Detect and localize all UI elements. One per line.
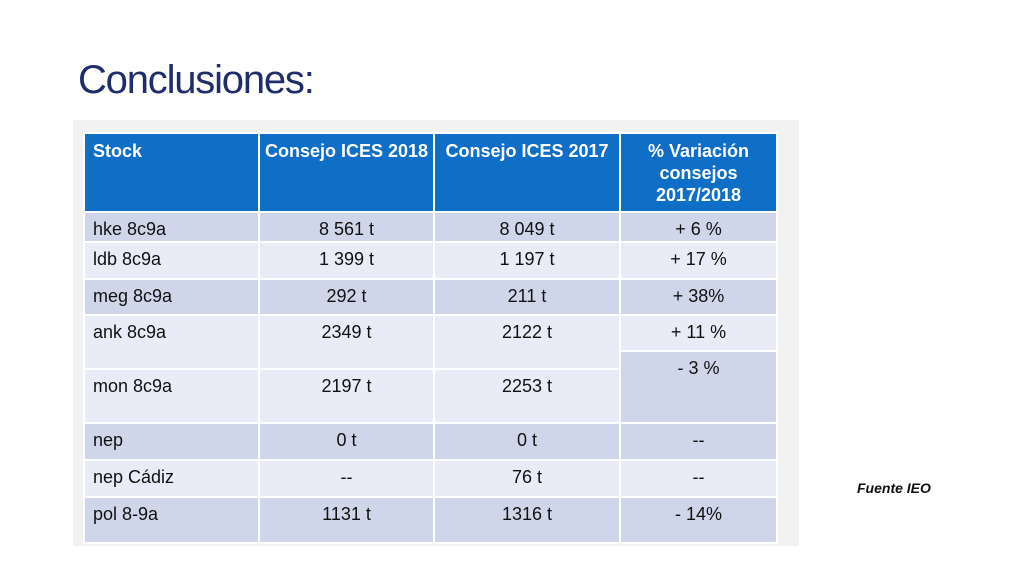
cell-2018: 8 561 t bbox=[258, 211, 435, 243]
cell-stock: nep bbox=[83, 422, 260, 461]
cell-variation: - 3 % bbox=[619, 350, 778, 424]
ices-advice-table: Stock Consejo ICES 2018 Consejo ICES 201… bbox=[83, 132, 778, 544]
table-row: nep Cádiz -- 76 t -- bbox=[83, 459, 778, 498]
cell-2018: 0 t bbox=[258, 422, 435, 461]
table-row: meg 8c9a 292 t 211 t + 38% bbox=[83, 278, 778, 316]
cell-variation: + 11 % bbox=[619, 314, 778, 352]
cell-stock: ldb 8c9a bbox=[83, 241, 260, 280]
cell-2018: 1131 t bbox=[258, 496, 435, 544]
cell-variation: - 14% bbox=[619, 496, 778, 544]
table-row: mon 8c9a 2197 t 2253 t bbox=[83, 368, 777, 424]
cell-2017: 0 t bbox=[433, 422, 621, 461]
table-header-row: Stock Consejo ICES 2018 Consejo ICES 201… bbox=[83, 132, 778, 213]
cell-2018: -- bbox=[258, 459, 435, 498]
cell-variation: -- bbox=[619, 422, 778, 461]
cell-stock: ank 8c9a bbox=[83, 314, 260, 370]
cell-2018: 1 399 t bbox=[258, 241, 435, 280]
cell-2017: 2253 t bbox=[433, 368, 621, 424]
header-stock: Stock bbox=[83, 132, 260, 213]
table-panel: Stock Consejo ICES 2018 Consejo ICES 201… bbox=[73, 120, 799, 546]
header-ices-2017: Consejo ICES 2017 bbox=[433, 132, 621, 213]
cell-stock: hke 8c9a bbox=[83, 211, 260, 243]
header-variation: % Variación consejos 2017/2018 bbox=[619, 132, 778, 213]
cell-2017: 211 t bbox=[433, 278, 621, 316]
cell-2017: 76 t bbox=[433, 459, 621, 498]
cell-2017: 1316 t bbox=[433, 496, 621, 544]
source-note: Fuente IEO bbox=[857, 480, 931, 496]
cell-2018: 2197 t bbox=[258, 368, 435, 424]
cell-2018: 292 t bbox=[258, 278, 435, 316]
cell-variation: + 38% bbox=[619, 278, 778, 316]
table-row: nep 0 t 0 t -- bbox=[83, 422, 778, 461]
cell-2017: 1 197 t bbox=[433, 241, 621, 280]
table-row: ldb 8c9a 1 399 t 1 197 t + 17 % bbox=[83, 241, 778, 280]
cell-stock: pol 8-9a bbox=[83, 496, 260, 544]
table-row: ank 8c9a 2349 t 2122 t + 11 % bbox=[83, 314, 778, 370]
cell-stock: mon 8c9a bbox=[83, 368, 260, 424]
cell-2017: 2122 t bbox=[433, 314, 621, 370]
table-row: hke 8c9a 8 561 t 8 049 t + 6 % bbox=[83, 211, 778, 243]
cell-2018: 2349 t bbox=[258, 314, 435, 370]
cell-stock: nep Cádiz bbox=[83, 459, 260, 498]
cell-variation: + 17 % bbox=[619, 241, 778, 280]
cell-variation: + 6 % bbox=[619, 211, 778, 243]
table-row: - 3 % bbox=[84, 350, 778, 424]
slide-title: Conclusiones: bbox=[78, 58, 315, 102]
table-row: pol 8-9a 1131 t 1316 t - 14% bbox=[83, 496, 778, 544]
header-ices-2018: Consejo ICES 2018 bbox=[258, 132, 435, 213]
cell-stock: meg 8c9a bbox=[83, 278, 260, 316]
cell-variation: -- bbox=[619, 459, 778, 498]
cell-2017: 8 049 t bbox=[433, 211, 621, 243]
